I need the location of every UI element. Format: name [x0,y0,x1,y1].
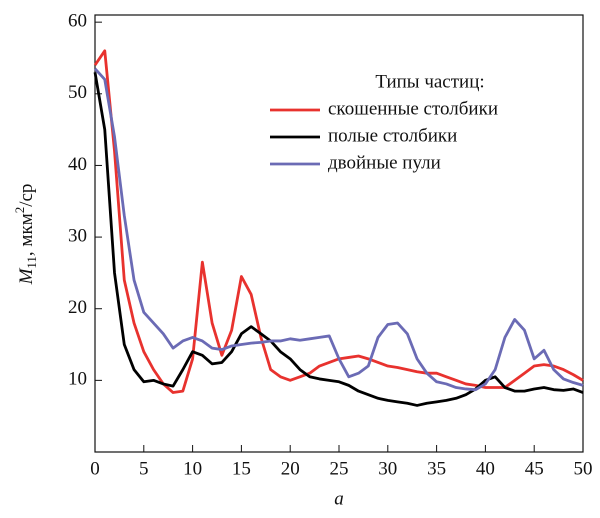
y-label-symbol: M [16,267,37,285]
series-line [93,67,584,392]
y-tick-label: 50 [68,82,87,103]
y-tick-label: 60 [68,11,87,32]
x-tick-label: 5 [139,458,149,479]
y-tick-label: 30 [68,225,87,246]
legend-title: Типы частиц: [375,71,484,92]
y-tick-label: 20 [68,297,87,318]
y-tick-label: 40 [68,154,87,175]
x-tick-label: 25 [330,458,349,479]
y-axis-label: M11, мкм2/ср [12,184,39,286]
x-tick-label: 30 [378,458,397,479]
legend-label: скошенные столбики [328,98,498,119]
x-tick-label: 20 [281,458,300,479]
y-tick-label: 10 [68,369,87,390]
y-label-superscript: 2 [12,207,27,214]
legend-label: двойные пули [328,152,441,173]
x-tick-label: 15 [232,458,251,479]
y-label-unit: , мкм [16,213,37,256]
legend-label: полые столбики [328,125,457,146]
x-tick-label: 0 [90,458,100,479]
x-tick-label: 35 [427,458,446,479]
x-tick-label: 40 [476,458,495,479]
series-line [93,72,584,407]
x-axis-label: a [334,488,344,509]
x-tick-label: 10 [183,458,202,479]
y-label-subscript: 11 [24,256,39,269]
x-tick-label: 45 [525,458,544,479]
y-label-unit-end: /ср [16,184,37,207]
x-tick-label: 50 [574,458,593,479]
